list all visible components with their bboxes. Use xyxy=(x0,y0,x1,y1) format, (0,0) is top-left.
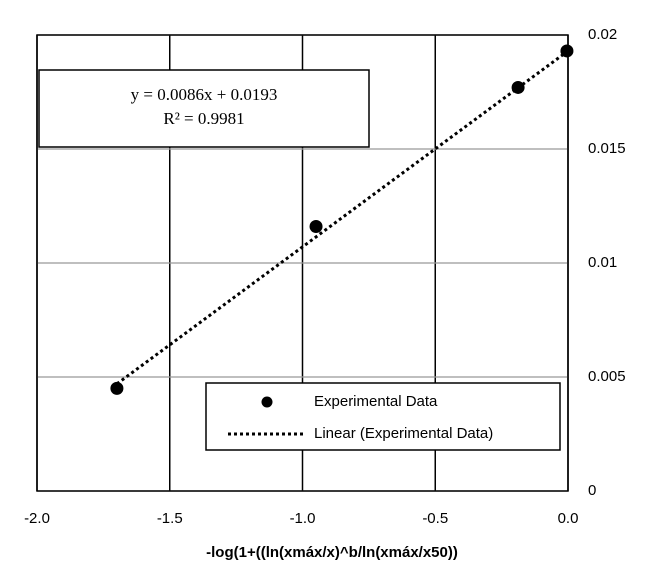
equation-text: y = 0.0086x + 0.0193 xyxy=(131,85,278,104)
data-point xyxy=(110,381,124,395)
legend-label: Linear (Experimental Data) xyxy=(314,425,493,442)
data-point xyxy=(309,220,323,234)
equation-box xyxy=(38,69,370,148)
plot-frame xyxy=(36,34,569,492)
legend-box xyxy=(205,382,561,451)
x-tick-label: -1.5 xyxy=(157,510,183,527)
x-tick-label: 0.0 xyxy=(558,510,579,527)
legend-label: Experimental Data xyxy=(314,393,438,410)
y-tick-label: 0.015 xyxy=(588,140,626,157)
equation-text: R² = 0.9981 xyxy=(163,109,244,128)
x-tick-label: -1.0 xyxy=(290,510,316,527)
x-tick-label: -2.0 xyxy=(24,510,50,527)
y-tick-label: 0.005 xyxy=(588,368,626,385)
x-tick-label: -0.5 xyxy=(422,510,448,527)
legend-marker xyxy=(261,396,273,408)
x-axis-label: -log(1+((ln(xmáx/x)^b/ln(xmáx/x50)) xyxy=(206,544,458,561)
y-tick-label: 0.02 xyxy=(588,26,617,43)
y-tick-label: 0 xyxy=(588,482,596,499)
y-tick-label: 0.01 xyxy=(588,254,617,271)
